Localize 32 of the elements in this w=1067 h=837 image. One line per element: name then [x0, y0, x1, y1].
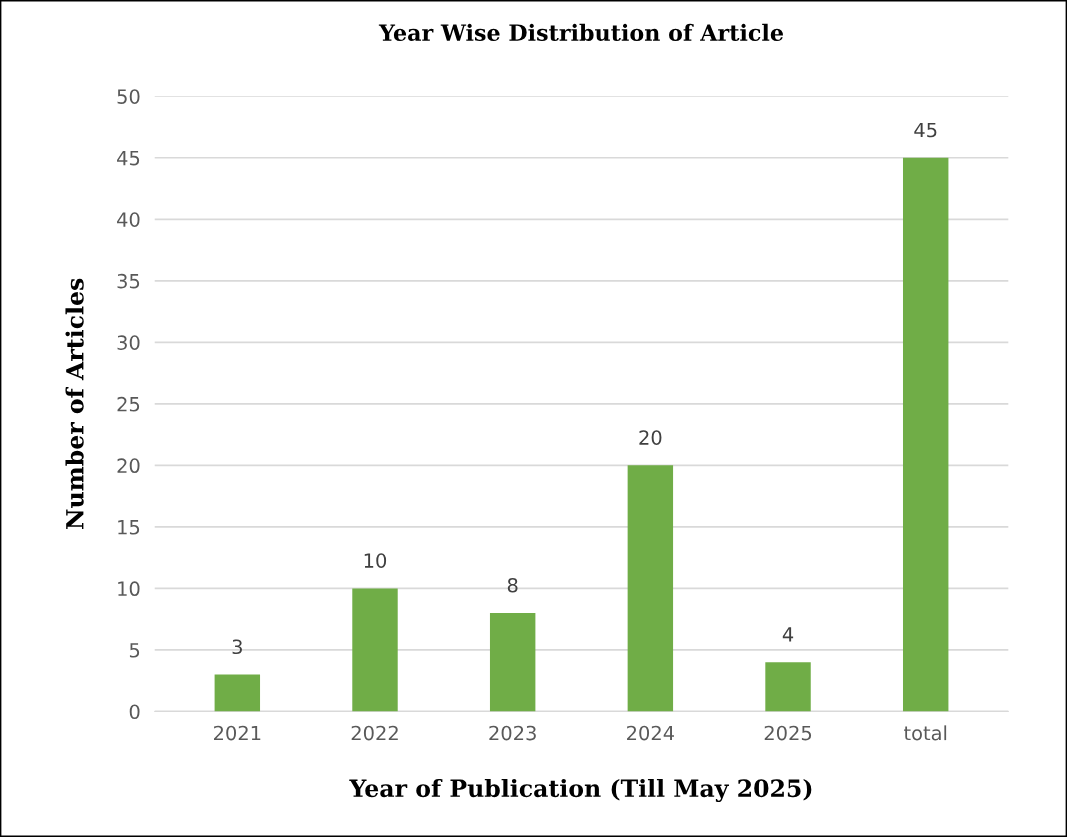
bar	[214, 674, 261, 712]
y-tick-label: 30	[117, 335, 140, 350]
y-tick-label: 50	[117, 89, 140, 104]
x-tick-label: total	[904, 725, 947, 741]
data-label: 20	[639, 430, 662, 445]
bar	[489, 613, 536, 712]
x-tick-label: 2021	[214, 725, 261, 741]
bar	[627, 465, 674, 712]
y-tick-label: 45	[117, 150, 140, 166]
chart-title: Year Wise Distribution of Article	[378, 23, 783, 42]
x-axis-title: Year of Publication (Till May 2025)	[349, 778, 812, 803]
data-label: 4	[782, 627, 794, 642]
y-tick-label: 35	[117, 273, 140, 289]
bar	[902, 157, 949, 712]
x-tick-label: 2024	[627, 725, 674, 741]
y-tick-label: 25	[117, 396, 140, 412]
x-tick-label: 2025	[764, 725, 812, 741]
y-axis-title: Number of Articles	[65, 278, 84, 529]
data-label: 45	[914, 122, 937, 138]
x-tick-label: 2023	[489, 725, 536, 741]
bar	[352, 588, 398, 712]
y-tick-label: 40	[117, 212, 140, 227]
y-tick-label: 10	[118, 581, 140, 597]
data-label: 3	[232, 639, 242, 655]
x-tick-label: 2022	[351, 725, 398, 741]
y-tick-label: 15	[118, 520, 140, 535]
data-label: 8	[507, 577, 518, 593]
bar	[765, 662, 811, 712]
y-tick-label: 20	[117, 458, 140, 474]
y-tick-label: 5	[129, 643, 140, 658]
data-label: 10	[364, 553, 387, 568]
y-tick-label: 0	[129, 704, 140, 720]
